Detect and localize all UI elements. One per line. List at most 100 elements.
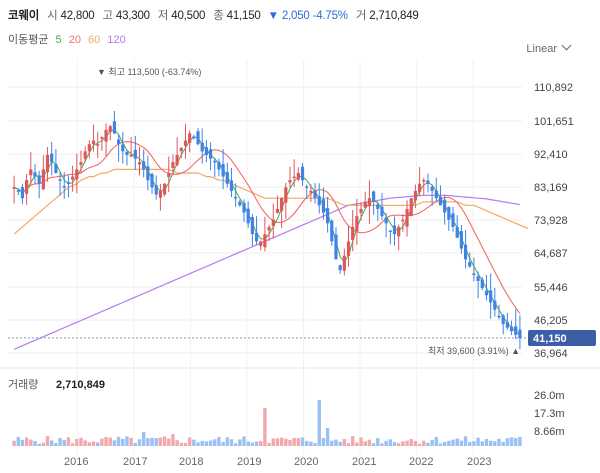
volume-bar [116, 436, 121, 446]
ma60-label: 60 [88, 34, 101, 46]
candle-body [54, 164, 58, 173]
candle-body [451, 213, 455, 227]
volume-bar [292, 438, 296, 446]
volume-bar [451, 439, 455, 446]
candle-body [83, 151, 87, 159]
candle-body [112, 121, 117, 134]
volume-bar [221, 441, 225, 446]
candle-body [338, 265, 342, 271]
candle-body [229, 180, 234, 191]
volume-bar [45, 436, 50, 446]
candle-body [91, 140, 96, 145]
volume-bar [20, 439, 25, 446]
candle-body [288, 180, 292, 183]
candle-body [476, 276, 480, 281]
time-tick-label: 2021 [352, 456, 376, 468]
volume-bar [83, 440, 87, 446]
candle-body [137, 162, 142, 165]
candle-body [342, 255, 346, 271]
candle-body [413, 190, 418, 201]
volume-bar [263, 408, 267, 446]
candle-body [37, 175, 41, 184]
volume-bar [70, 443, 75, 446]
current-price-tag [528, 329, 596, 346]
volume-bar [417, 443, 422, 446]
candle-body [271, 219, 275, 226]
volume-bar [150, 437, 154, 446]
candle-body [501, 315, 505, 325]
price-header: 코웨이 시 42,800 고 43,300 저 40,500 종 41,150 … [8, 7, 419, 23]
low-label: 저 [157, 10, 169, 22]
candle-body [12, 187, 16, 189]
ma20-label: 20 [68, 34, 81, 46]
ma-legend-title: 이동평균 [8, 34, 49, 46]
volume-bar [472, 441, 476, 446]
candle-body [309, 190, 313, 193]
moving-average-legend[interactable]: 이동평균 5 20 60 120 [8, 31, 130, 47]
volume-bar [459, 440, 464, 446]
volume-bar [62, 439, 66, 446]
volume-panel-value: 2,710,849 [56, 379, 105, 391]
volume-bar [518, 436, 522, 446]
volume-bar [468, 441, 472, 446]
volume-tick-label: 26.0m [534, 390, 565, 402]
candle-body [455, 227, 459, 238]
candle-body [313, 190, 317, 199]
candle-body [125, 151, 129, 155]
candle-body [179, 147, 183, 152]
volume-bar [225, 437, 229, 446]
volume-bar [413, 440, 418, 446]
candle-body [58, 179, 62, 181]
volume-bar [246, 441, 250, 446]
candle-body [242, 202, 246, 213]
candle-body [497, 315, 501, 318]
volume-bar [309, 441, 313, 446]
ma120-line [13, 194, 520, 350]
volume-bar [380, 443, 384, 446]
annotations: 41,150 ▼ 최고 113,500 (-63.74%) 최저 39,600 (3… [8, 67, 596, 356]
candle-body [468, 262, 472, 267]
candle-body [518, 329, 522, 339]
volume-bar [497, 438, 501, 446]
candle-body [384, 217, 388, 224]
volume-bar [75, 438, 79, 446]
candle-body [217, 161, 221, 170]
candle-body [305, 186, 309, 188]
candle-body [463, 244, 468, 260]
candle-body [183, 140, 188, 146]
candle-body [275, 208, 280, 213]
candle-body [204, 147, 208, 155]
candle-body [480, 279, 484, 289]
volume-bar [409, 438, 413, 446]
candle-body [16, 190, 20, 192]
volume-bar [121, 438, 125, 446]
volume-bar [275, 438, 280, 446]
volume-bar [238, 439, 242, 446]
candle-body [263, 234, 267, 248]
candle-body [188, 133, 192, 143]
volume-tick-label: 8.66m [534, 426, 565, 438]
candle-body [129, 154, 133, 157]
volume-bar [300, 437, 305, 446]
scale-mode-dropdown[interactable]: Linear [526, 40, 572, 55]
candle-body [380, 206, 384, 217]
volume-bar [200, 440, 204, 446]
volume-bar [208, 440, 213, 446]
time-tick-label: 2019 [237, 456, 261, 468]
candle-body [514, 326, 518, 335]
candle-body [484, 290, 489, 296]
candle-body [401, 219, 405, 222]
candle-body [162, 183, 167, 195]
candle-body [367, 198, 372, 207]
volume-bar [305, 440, 309, 446]
volume-bar [405, 440, 409, 446]
volume-bar [154, 438, 158, 446]
candle-body [259, 241, 263, 246]
volume-bar [514, 438, 518, 446]
volume-bar [29, 439, 33, 446]
candle-body [355, 216, 359, 232]
volume-bar [112, 440, 117, 446]
volume-bar [505, 438, 510, 446]
candle-body [246, 208, 250, 224]
